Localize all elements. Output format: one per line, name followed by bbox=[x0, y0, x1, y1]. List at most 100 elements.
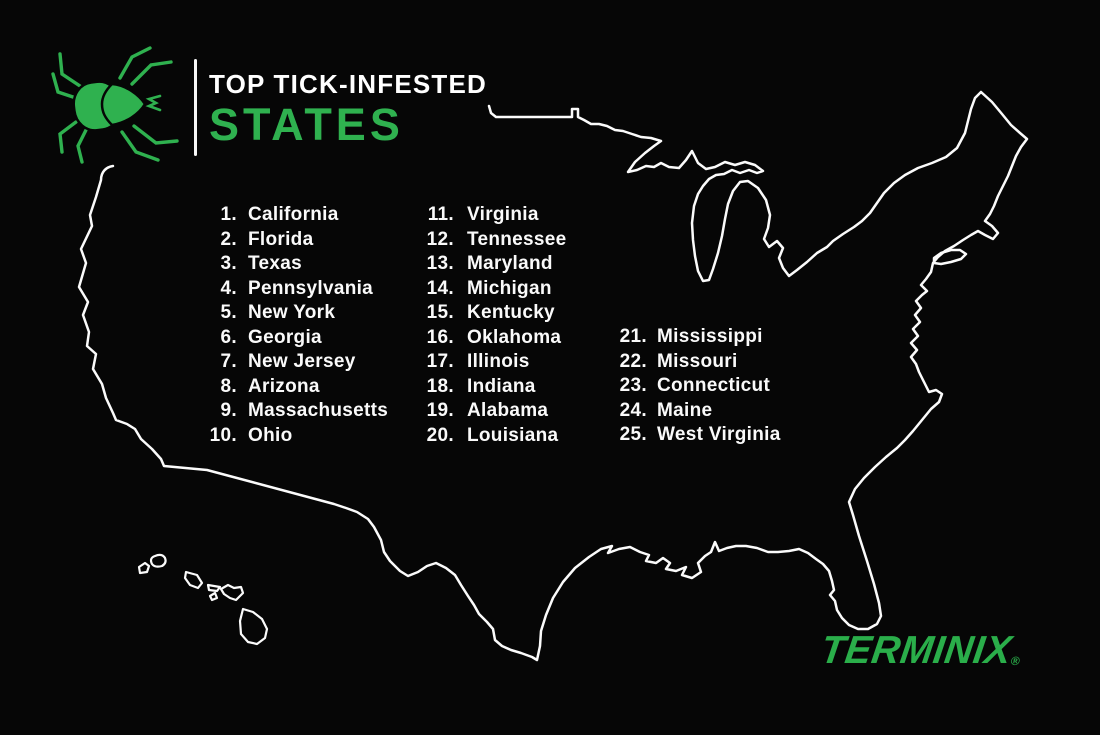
tick-leg bbox=[76, 128, 88, 164]
state-name: Pennsylvania bbox=[248, 277, 374, 299]
state-name: Missouri bbox=[657, 350, 738, 372]
state-rank: 9. bbox=[220, 400, 237, 422]
state-rank: 20. bbox=[426, 424, 454, 446]
state-name: Indiana bbox=[467, 375, 536, 397]
state-list-item: 4. Pennsylvania bbox=[207, 277, 388, 302]
state-rank: 10. bbox=[209, 424, 237, 446]
tick-mouthparts bbox=[145, 94, 162, 112]
state-name: Michigan bbox=[467, 277, 552, 299]
state-list-item: 16. Oklahoma bbox=[426, 326, 567, 351]
state-list-item: 1. California bbox=[207, 203, 388, 228]
state-list-item: 2. Florida bbox=[207, 228, 388, 253]
tick-leg bbox=[51, 72, 78, 100]
terminix-logo: TERMINIX® bbox=[818, 629, 1024, 673]
state-rank: 19. bbox=[426, 400, 454, 422]
title-line-1: TOP TICK-INFESTED bbox=[209, 69, 488, 99]
state-name: Kentucky bbox=[467, 302, 555, 324]
state-list-item: 12. Tennessee bbox=[426, 228, 567, 253]
state-list-item: 23. Connecticut bbox=[617, 374, 781, 399]
state-rank: 14. bbox=[426, 277, 454, 299]
state-list-item: 7. New Jersey bbox=[207, 350, 388, 375]
tick-leg bbox=[130, 60, 173, 86]
tick-leg bbox=[58, 120, 78, 154]
state-name: Massachusetts bbox=[248, 400, 389, 422]
state-list-item: 6. Georgia bbox=[207, 326, 388, 351]
state-name: Arizona bbox=[248, 375, 320, 397]
state-name: Illinois bbox=[467, 351, 530, 373]
state-list-item: 3. Texas bbox=[207, 252, 388, 277]
state-list-item: 21. Mississippi bbox=[617, 325, 781, 350]
state-name: Ohio bbox=[248, 424, 293, 446]
state-rank: 21. bbox=[619, 326, 647, 348]
header: TOP TICK-INFESTED STATES bbox=[209, 71, 487, 147]
state-name: Mississippi bbox=[657, 326, 763, 348]
state-rank: 1. bbox=[220, 204, 237, 226]
state-list-item: 19. Alabama bbox=[426, 399, 567, 424]
title-line-2: STATES bbox=[209, 99, 404, 150]
state-name: New York bbox=[248, 302, 336, 324]
state-rank: 22. bbox=[619, 350, 647, 372]
continental-us-outline bbox=[77, 90, 1029, 662]
state-list-item: 24. Maine bbox=[617, 399, 781, 424]
title-divider bbox=[194, 59, 197, 156]
state-list-item: 13. Maryland bbox=[426, 252, 567, 277]
state-name: Virginia bbox=[467, 204, 539, 226]
state-rank: 25. bbox=[619, 424, 647, 446]
tick-leg bbox=[132, 124, 179, 145]
state-name: Oklahoma bbox=[467, 326, 562, 348]
state-list-column-1: 1. California 2. Florida 3. Texas 4. Pennsyl… bbox=[207, 203, 388, 448]
state-rank: 8. bbox=[220, 375, 237, 397]
state-rank: 6. bbox=[220, 326, 237, 348]
state-list-item: 10. Ohio bbox=[207, 424, 388, 449]
state-list-item: 8. Arizona bbox=[207, 375, 388, 400]
state-list-column-2: 11. Virginia 12. Tennessee 13. Maryland 14.… bbox=[426, 203, 567, 448]
state-rank: 2. bbox=[220, 228, 237, 250]
state-name: Georgia bbox=[248, 326, 322, 348]
state-list-item: 20. Louisiana bbox=[426, 424, 567, 449]
state-rank: 12. bbox=[426, 228, 454, 250]
state-name: Louisiana bbox=[467, 424, 559, 446]
hawaii-outline bbox=[137, 553, 269, 646]
state-rank: 5. bbox=[220, 302, 237, 324]
state-name: New Jersey bbox=[248, 351, 356, 373]
state-list-item: 18. Indiana bbox=[426, 375, 567, 400]
state-list-item: 14. Michigan bbox=[426, 277, 567, 302]
state-rank: 16. bbox=[426, 326, 454, 348]
tick-leg bbox=[58, 52, 82, 88]
state-name: Maine bbox=[657, 399, 713, 421]
state-name: California bbox=[248, 204, 339, 226]
state-rank: 24. bbox=[619, 399, 647, 421]
state-name: Tennessee bbox=[467, 228, 567, 250]
state-rank: 18. bbox=[426, 375, 454, 397]
state-name: Florida bbox=[248, 228, 314, 250]
state-name: Alabama bbox=[467, 400, 549, 422]
state-rank: 11. bbox=[427, 204, 454, 226]
state-rank: 3. bbox=[220, 253, 237, 275]
state-list-item: 25. West Virginia bbox=[617, 423, 781, 448]
state-rank: 15. bbox=[426, 302, 454, 324]
state-rank: 17. bbox=[426, 351, 454, 373]
registered-trademark-symbol: ® bbox=[1009, 654, 1022, 668]
state-name: Texas bbox=[248, 253, 302, 275]
state-rank: 13. bbox=[426, 253, 454, 275]
state-list-item: 5. New York bbox=[207, 301, 388, 326]
state-list-item: 9. Massachusetts bbox=[207, 399, 388, 424]
long-island-outline bbox=[932, 248, 968, 266]
state-list-item: 11. Virginia bbox=[426, 203, 567, 228]
tick-leg bbox=[120, 130, 160, 162]
terminix-wordmark: TERMINIX bbox=[818, 629, 1015, 672]
state-list-column-3: 21. Mississippi 22. Missouri 23. Connecticu… bbox=[617, 325, 781, 448]
tick-icon bbox=[51, 46, 179, 164]
tick-leg bbox=[118, 46, 152, 80]
state-list-item: 15. Kentucky bbox=[426, 301, 567, 326]
state-list-item: 17. Illinois bbox=[426, 350, 567, 375]
state-list-item: 22. Missouri bbox=[617, 350, 781, 375]
state-name: Maryland bbox=[467, 253, 553, 275]
tick-head bbox=[100, 82, 147, 127]
state-name: West Virginia bbox=[657, 424, 781, 446]
state-rank: 7. bbox=[220, 351, 237, 373]
state-rank: 4. bbox=[220, 277, 237, 299]
state-name: Connecticut bbox=[657, 375, 771, 397]
